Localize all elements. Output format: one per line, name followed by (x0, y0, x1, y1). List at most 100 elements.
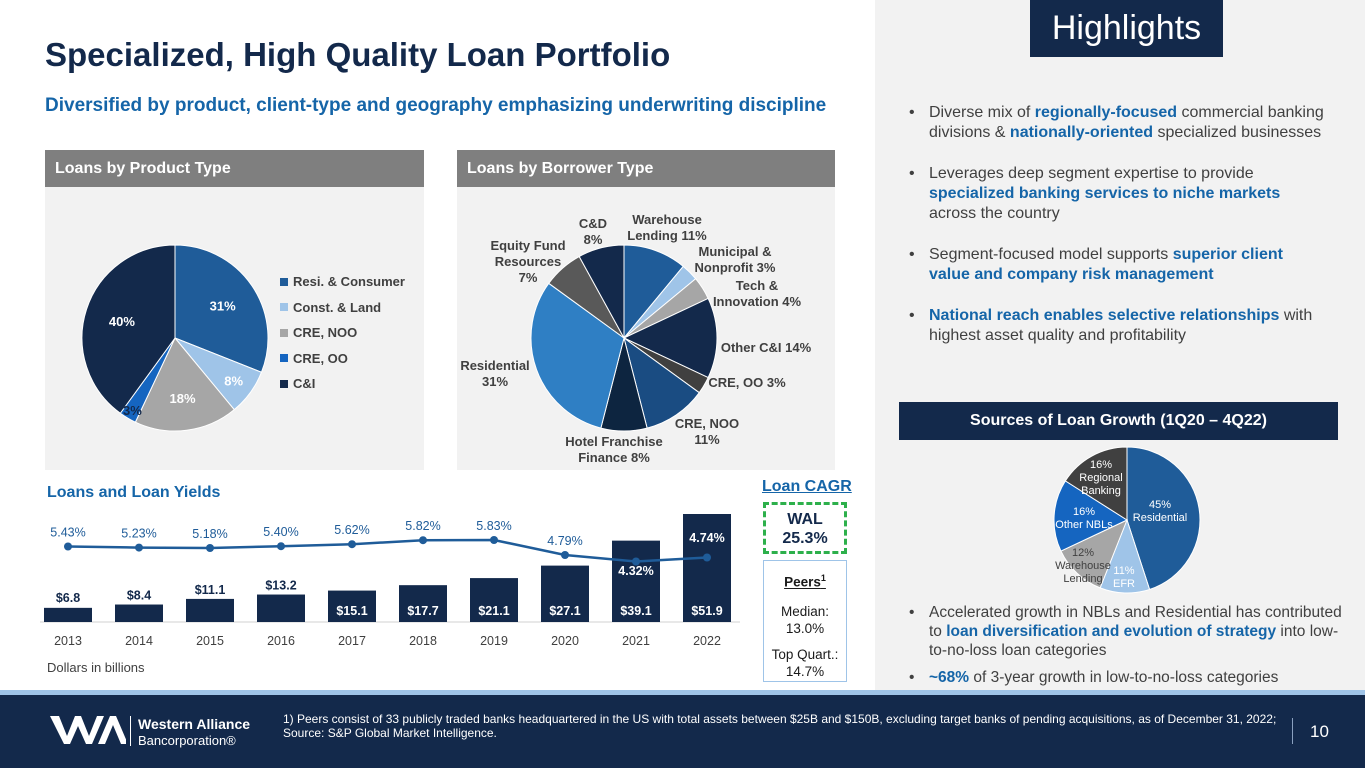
yield-label: 5.40% (263, 525, 298, 539)
sources-label-efr: 11% EFR (1113, 565, 1135, 590)
legend-swatch (280, 328, 288, 337)
product-type-slice (81, 244, 176, 414)
borrower-type-header: Loans by Borrower Type (457, 150, 835, 187)
yield-point (703, 553, 711, 562)
borrower-label-residential: Residential 31% (460, 358, 529, 389)
loan-bar-label: $17.7 (407, 604, 438, 618)
wal-box: WAL 25.3% (763, 502, 847, 554)
wal-label: WAL (787, 511, 823, 528)
bullet-item: ~68% of 3-year growth in low-to-no-loss … (905, 668, 1345, 687)
page-divider (1292, 718, 1293, 744)
year-tick-label: 2022 (693, 634, 721, 648)
yield-label: 5.83% (476, 519, 511, 533)
yield-label: 4.74% (689, 531, 724, 545)
yield-label: 4.32% (618, 564, 653, 578)
product-type-slice-label: 18% (170, 391, 196, 406)
loan-bar-label: $21.1 (478, 604, 509, 618)
legend-label: Const. & Land (293, 299, 382, 315)
borrower-label-cd: C&D 8% (579, 216, 607, 247)
page-number: 10 (1310, 722, 1329, 741)
year-tick-label: 2015 (196, 634, 224, 648)
product-type-slice (174, 244, 269, 373)
bullet-item: Diverse mix of regionally-focused commer… (905, 103, 1325, 143)
borrower-label-cre-oo: CRE, OO 3% (708, 375, 786, 390)
borrower-type-slice (578, 244, 625, 339)
legend-swatch (280, 303, 288, 312)
peers-top-quartile: Top Quart.: 14.7% (771, 646, 839, 679)
company-name: Western Alliance (138, 716, 251, 732)
sources-slice (1126, 446, 1201, 591)
yield-label: 5.62% (334, 523, 369, 537)
yield-label: 4.79% (547, 534, 582, 548)
yield-line (67, 538, 708, 563)
growth-bullets: Accelerated growth in NBLs and Residenti… (905, 603, 1345, 695)
yield-label: 5.23% (121, 527, 156, 541)
loan-bar (683, 514, 731, 622)
loan-bar-label: $39.1 (620, 604, 651, 618)
page-subtitle: Diversified by product, client-type and … (45, 95, 827, 116)
legend-item-cre-noo: CRE, NOO (280, 320, 405, 346)
legend-item-ci: C&I (280, 371, 405, 397)
borrower-label-hotel: Hotel Franchise Finance 8% (565, 434, 663, 465)
product-type-slice-label: 8% (224, 374, 243, 389)
year-tick-label: 2013 (54, 634, 82, 648)
sources-label-warehouse: 12% Warehouse Lending (1055, 547, 1111, 585)
highlights-heading: Highlights (1030, 0, 1223, 57)
borrower-type-pie-chart: Warehouse Lending 11%Municipal & Nonprofit… (460, 212, 811, 465)
units-note: Dollars in billions (47, 660, 145, 675)
product-type-slice-label: 40% (109, 314, 135, 329)
loan-bar (44, 607, 92, 622)
loan-bar (115, 604, 163, 622)
loan-bar-label: $8.4 (127, 589, 151, 603)
legend-label: Resi. & Consumer (293, 274, 405, 290)
loan-bar-label: $11.1 (195, 583, 226, 597)
bullet-item: Accelerated growth in NBLs and Residenti… (905, 603, 1345, 660)
legend-item-cre-oo: CRE, OO (280, 346, 405, 372)
loan-bar (470, 578, 518, 622)
peers-median: Median: 13.0% (780, 603, 830, 636)
loan-bar (257, 594, 305, 622)
legend-item-const: Const. & Land (280, 295, 405, 321)
yield-point (419, 536, 427, 545)
yield-point (561, 551, 569, 559)
wal-value: 25.3% (782, 530, 828, 547)
legend-swatch (280, 379, 288, 388)
legend-label: CRE, OO (293, 350, 348, 366)
product-type-slice-label: 3% (123, 403, 142, 418)
loan-bar-label: $27.1 (549, 604, 580, 618)
bullet-item: Segment-focused model supports superior … (905, 245, 1325, 285)
yield-point (632, 557, 640, 566)
year-tick-label: 2018 (409, 634, 437, 648)
yield-label: 5.43% (50, 526, 85, 540)
loan-bar-label: $51.9 (691, 604, 722, 618)
year-tick-label: 2021 (622, 634, 650, 648)
loans-yields-title: Loans and Loan Yields (47, 484, 221, 501)
legend-swatch (280, 354, 288, 363)
sources-slice (1053, 480, 1129, 552)
borrower-type-slice (530, 282, 625, 429)
borrower-label-tech: Tech & Innovation 4% (713, 278, 802, 309)
borrower-label-municipal: Municipal & Nonprofit 3% (695, 244, 776, 275)
loan-bar (328, 590, 376, 622)
year-tick-label: 2019 (480, 634, 508, 648)
yield-point (348, 540, 356, 549)
borrower-label-warehouse: Warehouse Lending 11% (627, 212, 707, 243)
borrower-label-cre-noo: CRE, NOO 11% (675, 416, 739, 447)
sources-slice (1064, 446, 1128, 521)
sources-label-residential: 45% Residential (1133, 499, 1187, 524)
sources-label-other-nbls: 16% Other NBLs (1055, 506, 1113, 531)
bullet-item: Leverages deep segment expertise to prov… (905, 164, 1325, 224)
loan-bar-label: $13.2 (265, 579, 296, 593)
legend-swatch (280, 277, 288, 286)
yield-label: 5.18% (192, 527, 227, 541)
yield-point (64, 542, 72, 551)
highlights-bullets: Diverse mix of regionally-focused commer… (905, 103, 1325, 367)
year-tick-label: 2020 (551, 634, 579, 648)
loan-bar (186, 598, 234, 622)
page-title: Specialized, High Quality Loan Portfolio (45, 36, 671, 73)
yield-point (277, 542, 285, 551)
peers-title: Peers1 (784, 573, 826, 590)
year-tick-label: 2016 (267, 634, 295, 648)
loan-bar-label: $15.1 (336, 604, 367, 618)
product-type-header: Loans by Product Type (45, 150, 424, 187)
